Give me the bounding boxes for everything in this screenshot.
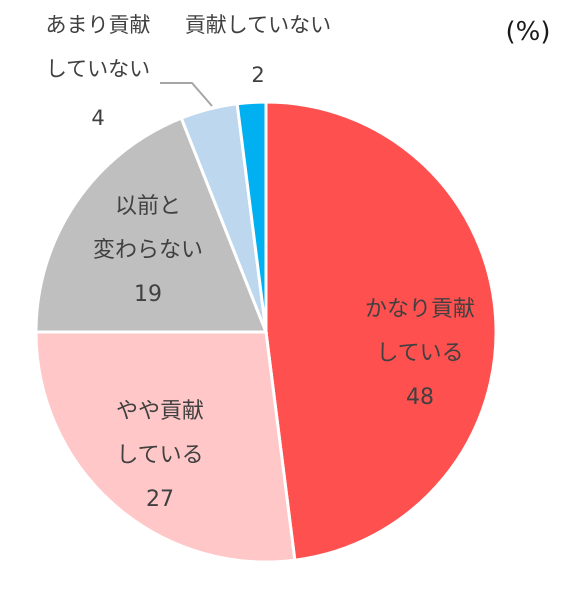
pie-slice-3 (34, 116, 269, 334)
slice-value-label: 19 (134, 282, 162, 307)
leader-line (160, 82, 213, 107)
slice-label-text: やや貢献 (116, 399, 204, 424)
slice-label-text: かなり貢献 (365, 297, 475, 322)
slice-value-label: 4 (91, 106, 104, 130)
unit-label: (%) (506, 17, 551, 47)
pie-slice-1 (264, 100, 498, 562)
slice-value-label: 2 (251, 63, 264, 87)
slice-label-text: 以前と (115, 194, 181, 219)
slice-label-text: している (376, 341, 463, 366)
slice-label-text: 変わらない (93, 238, 203, 263)
pie-slices (34, 100, 498, 564)
pie-slice-2 (34, 330, 297, 564)
slice-label-5: 貢献していない 2 (185, 13, 331, 87)
slice-label-text: していない (46, 57, 150, 81)
slice-label-text: 貢献していない (185, 13, 331, 37)
slice-value-label: 48 (406, 385, 434, 410)
slice-label-text: あまり貢献 (46, 13, 151, 37)
slice-label-text: している (116, 443, 203, 468)
slice-value-label: 27 (146, 487, 174, 512)
pie-slice-5 (235, 100, 268, 333)
